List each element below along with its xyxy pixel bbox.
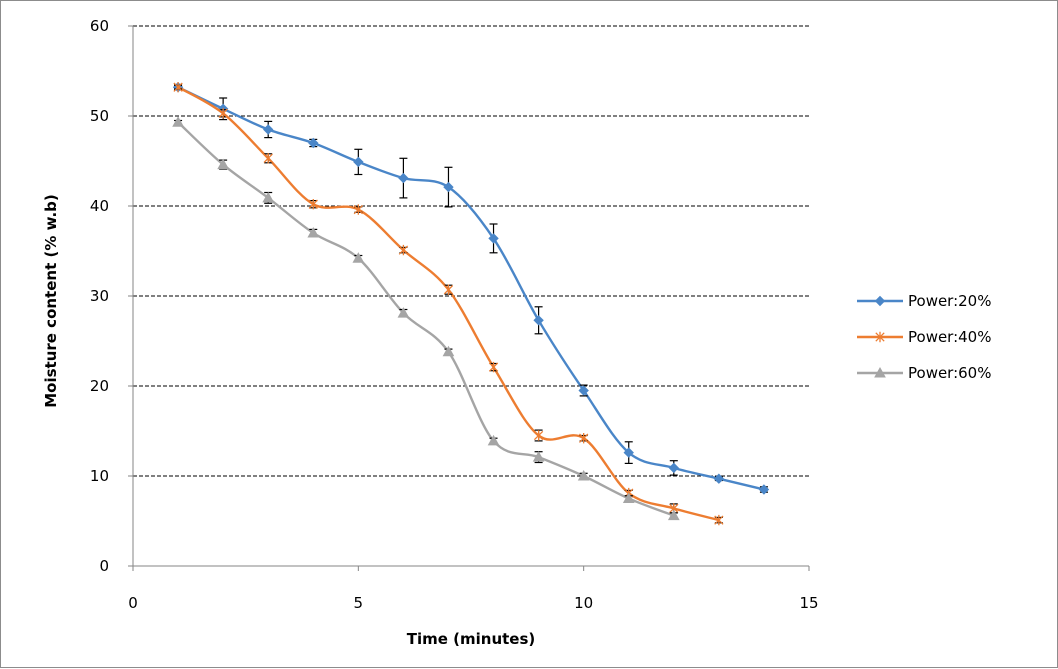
y-tick-label: 50 <box>90 107 109 125</box>
y-tick-label: 10 <box>90 467 109 485</box>
y-tick-label: 30 <box>90 287 109 305</box>
data-point <box>398 244 409 256</box>
data-point <box>714 514 724 526</box>
y-tick-label: 20 <box>90 377 109 395</box>
data-point <box>262 124 274 135</box>
data-point <box>443 284 454 295</box>
data-point <box>442 345 455 357</box>
data-point <box>352 252 365 263</box>
data-point <box>488 361 499 373</box>
data-point <box>353 204 363 215</box>
y-axis-title: Moisture content (% w.b) <box>42 194 60 408</box>
legend-label: Power:60% <box>908 364 991 382</box>
gridlines <box>133 25 809 477</box>
series-1 <box>172 81 770 495</box>
y-tick-label: 0 <box>99 557 109 575</box>
legend-swatch-marker <box>875 331 885 343</box>
data-point <box>398 172 409 184</box>
data-point <box>713 473 725 484</box>
data-point <box>218 108 228 119</box>
data-point <box>579 433 589 444</box>
legend-swatch-marker <box>874 366 886 378</box>
data-point <box>533 315 544 326</box>
data-point <box>577 469 590 481</box>
data-point <box>307 226 320 238</box>
x-tick-label: 5 <box>354 594 364 612</box>
data-point <box>443 181 454 193</box>
data-point <box>668 462 680 474</box>
x-tick-label: 10 <box>574 594 593 612</box>
data-point <box>532 451 545 462</box>
legend-label: Power:20% <box>908 292 991 310</box>
data-point <box>623 447 634 458</box>
series <box>172 81 770 526</box>
data-point <box>578 385 589 396</box>
legend-label: Power:40% <box>908 328 991 346</box>
y-tick-label: 40 <box>90 197 109 215</box>
legend-item: Power:40% <box>857 328 991 346</box>
data-point <box>353 156 364 168</box>
legend: Power:20% Power:40% Power:60% <box>857 292 991 382</box>
x-tick-label: 15 <box>799 594 818 612</box>
data-point <box>667 509 680 521</box>
data-point <box>308 199 318 210</box>
y-tick-labels: 0 10 20 30 40 50 60 <box>90 17 133 575</box>
x-axis-title: Time (minutes) <box>407 630 536 648</box>
legend-swatch-marker <box>874 295 886 307</box>
data-point <box>397 307 410 318</box>
data-point <box>262 191 275 203</box>
data-point <box>173 82 183 93</box>
series-line <box>177 86 720 522</box>
data-point <box>263 153 273 164</box>
x-tick-labels: 0 5 10 15 <box>128 566 819 612</box>
legend-item: Power:20% <box>857 292 991 310</box>
series-line <box>177 86 765 491</box>
data-point <box>488 233 499 244</box>
data-point <box>308 137 319 149</box>
data-point <box>172 116 184 127</box>
data-point <box>487 434 500 446</box>
series-3 <box>172 116 680 521</box>
data-point <box>758 484 770 495</box>
y-tick-label: 60 <box>90 17 109 35</box>
data-point <box>622 492 635 503</box>
legend-item: Power:60% <box>857 364 991 382</box>
data-point <box>217 158 229 170</box>
x-tick-label: 0 <box>128 594 138 612</box>
data-point <box>533 430 544 441</box>
